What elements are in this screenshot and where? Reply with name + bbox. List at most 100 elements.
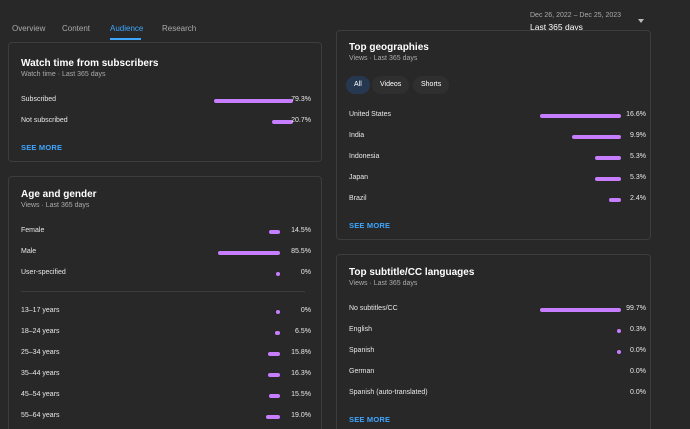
metric-label: No subtitles/CC — [349, 305, 398, 312]
metric-bar — [268, 373, 280, 377]
metric-percent: 99.7% — [626, 305, 646, 312]
metric-label: Japan — [349, 174, 369, 181]
metric-bar — [266, 415, 280, 419]
metric-row: Indonesia 5.3% — [349, 153, 646, 165]
card-title: Top subtitle/CC languages — [349, 267, 475, 278]
tab-research[interactable]: Research — [162, 24, 197, 33]
metric-row: User-specified 0% — [21, 269, 311, 281]
tab-content[interactable]: Content — [62, 24, 91, 33]
metric-bar — [276, 310, 280, 314]
metric-row: United States 16.6% — [349, 111, 646, 123]
metric-row: Brazil 2.4% — [349, 195, 646, 207]
metric-label: India — [349, 132, 365, 139]
card-title: Top geographies — [349, 42, 429, 53]
metric-percent: 6.5% — [295, 328, 311, 335]
metric-row: 35–44 years 16.3% — [21, 370, 311, 382]
metric-row: Spanish (auto-translated) 0.0% — [349, 389, 646, 401]
metric-percent: 2.4% — [630, 195, 646, 202]
see-more-link[interactable]: SEE MORE — [349, 221, 391, 230]
metric-label: English — [349, 326, 372, 333]
metric-label: Spanish — [349, 347, 375, 354]
subtitle-languages-card: Top subtitle/CC languages Views · Last 3… — [336, 254, 651, 429]
card-subtitle: Views · Last 365 days — [349, 280, 418, 287]
metric-label: 35–44 years — [21, 370, 60, 377]
metric-bar — [268, 352, 280, 356]
metric-label: 55–64 years — [21, 412, 60, 419]
metric-row: Japan 5.3% — [349, 174, 646, 186]
metric-percent: 85.5% — [291, 248, 311, 255]
metric-label: User-specified — [21, 269, 66, 276]
metric-bar — [269, 230, 280, 234]
metric-row: 45–54 years 15.5% — [21, 391, 311, 403]
metric-percent: 9.9% — [630, 132, 646, 139]
metric-percent: 16.6% — [626, 111, 646, 118]
metric-bar — [617, 329, 621, 333]
metric-bar — [540, 308, 621, 312]
metric-row: English 0.3% — [349, 326, 646, 338]
metric-row: India 9.9% — [349, 132, 646, 144]
metric-bar — [539, 114, 621, 118]
metric-percent: 15.8% — [291, 349, 311, 356]
tab-overview[interactable]: Overview — [12, 24, 46, 33]
metric-label: Subscribed — [21, 96, 57, 103]
metric-bar — [268, 394, 280, 398]
card-subtitle: Watch time · Last 365 days — [21, 71, 106, 78]
tab-audience[interactable]: Audience — [110, 24, 144, 33]
watch-time-card: Watch time from subscribers Watch time ·… — [8, 42, 322, 162]
metric-label: 45–54 years — [21, 391, 60, 398]
metric-bar — [275, 331, 280, 335]
metric-bar — [609, 198, 621, 202]
metric-row: Subscribed 79.3% — [21, 96, 311, 108]
metric-label: 25–34 years — [21, 349, 60, 356]
top-geographies-card: Top geographies Views · Last 365 days Un… — [336, 30, 651, 240]
card-subtitle: Views · Last 365 days — [21, 202, 90, 209]
metric-label: Indonesia — [349, 153, 380, 160]
divider — [21, 291, 305, 292]
metric-percent: 19.0% — [291, 412, 311, 419]
metric-bar — [617, 350, 621, 354]
metric-row: Not subscribed 20.7% — [21, 117, 311, 129]
metric-percent: 14.5% — [291, 227, 311, 234]
metric-row: German 0.0% — [349, 368, 646, 380]
metric-percent: 0.0% — [630, 368, 646, 375]
metric-bar — [272, 120, 293, 124]
metric-percent: 79.3% — [291, 96, 311, 103]
metric-row: Male 85.5% — [21, 248, 311, 260]
metric-label: Brazil — [349, 195, 367, 202]
card-title: Watch time from subscribers — [21, 58, 159, 69]
metric-bar — [276, 272, 280, 276]
see-more-link[interactable]: SEE MORE — [21, 143, 63, 152]
metric-percent: 5.3% — [630, 174, 646, 181]
metric-row: No subtitles/CC 99.7% — [349, 305, 646, 317]
card-title: Age and gender — [21, 189, 97, 200]
metric-bar — [213, 99, 293, 103]
metric-row: 55–64 years 19.0% — [21, 412, 311, 424]
metric-percent: 16.3% — [291, 370, 311, 377]
metric-percent: 0.0% — [630, 389, 646, 396]
card-subtitle: Views · Last 365 days — [349, 55, 418, 62]
metric-label: Not subscribed — [21, 117, 68, 124]
chevron-down-icon[interactable] — [638, 19, 644, 23]
chip-videos[interactable]: Videos — [372, 76, 410, 94]
metric-bar — [595, 156, 621, 160]
metric-row: 25–34 years 15.8% — [21, 349, 311, 361]
date-range-label[interactable]: Last 365 days — [530, 22, 583, 32]
metric-label: Male — [21, 248, 37, 255]
see-more-link[interactable]: SEE MORE — [349, 415, 391, 424]
chip-shorts[interactable]: Shorts — [413, 76, 450, 94]
metric-bar — [217, 251, 280, 255]
metric-percent: 15.5% — [291, 391, 311, 398]
active-tab-indicator — [110, 38, 141, 40]
metric-label: Spanish (auto-translated) — [349, 389, 428, 396]
age-gender-card: Age and gender Views · Last 365 days Fem… — [8, 176, 322, 429]
metric-label: 18–24 years — [21, 328, 60, 335]
metric-label: 13–17 years — [21, 307, 60, 314]
metric-row: Female 14.5% — [21, 227, 311, 239]
date-range-text[interactable]: Dec 26, 2022 – Dec 25, 2023 — [530, 12, 622, 19]
chip-all[interactable]: All — [346, 76, 370, 94]
metric-percent: 5.3% — [630, 153, 646, 160]
metric-percent: 20.7% — [291, 117, 311, 124]
metric-percent: 0% — [300, 307, 311, 314]
metric-bar — [572, 135, 621, 139]
metric-bar — [595, 177, 621, 181]
